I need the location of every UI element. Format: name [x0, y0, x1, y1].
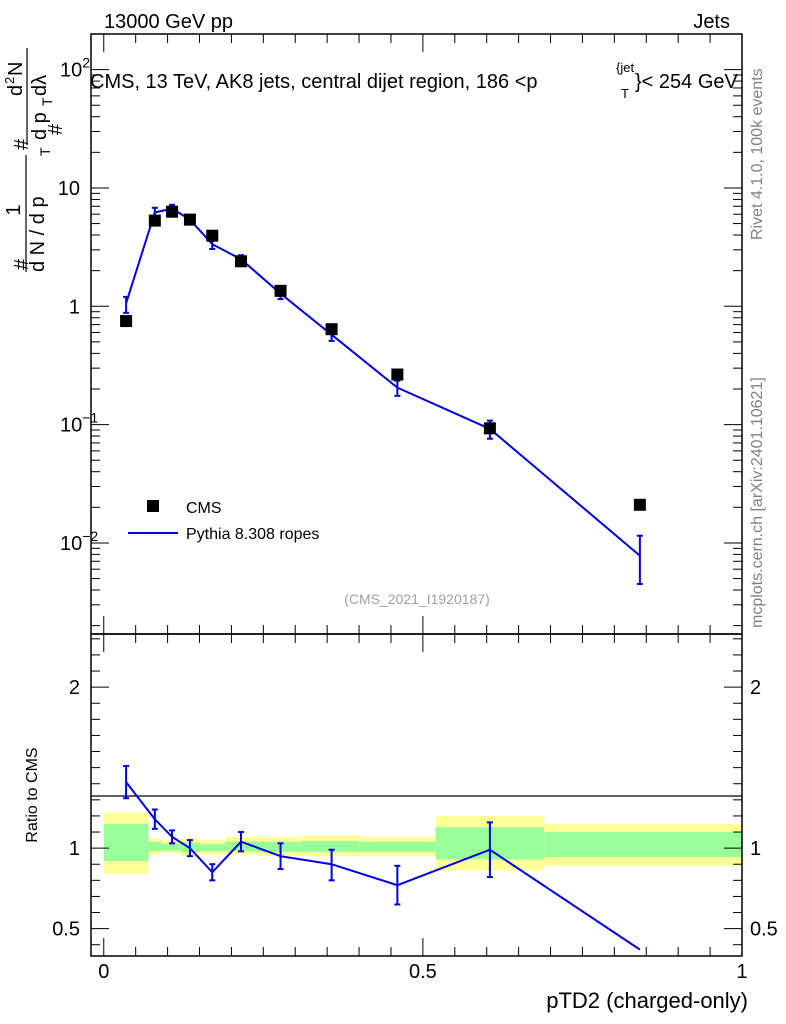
- ylabel-hash-3: #: [45, 123, 67, 135]
- ratio-band-inner: [359, 841, 436, 853]
- ratio-line: [125, 781, 641, 951]
- legend: CMS Pythia 8.308 ropes: [128, 500, 319, 543]
- main-axis-ticks: [91, 33, 743, 634]
- ratio-x-tick-labels: 0 0.5 1: [98, 961, 747, 983]
- main-y-tick-labels: 102 10 1 10−1 10−2: [58, 55, 99, 555]
- cms-data-point: [483, 422, 496, 435]
- ratio-y-axis-label: Ratio to CMS: [24, 747, 41, 842]
- ylabel-outer-num: 1: [3, 204, 25, 215]
- ylabel-outer-den-sub: T: [37, 147, 53, 156]
- ratio-uncertainty-bands: [103, 812, 742, 874]
- ylabel-hash-1: #: [11, 258, 33, 270]
- ylabel-inner-num-sup: 2: [2, 77, 17, 84]
- ratio-y-tick-labels: 2 2 1 1 0.5 0.5: [52, 677, 778, 941]
- ylabel-inner-den-tail: dλ: [29, 75, 51, 96]
- cms-data-point: [234, 255, 247, 268]
- category-label: Jets: [693, 11, 730, 33]
- cms-data-point: [274, 284, 287, 297]
- analysis-watermark: (CMS_2021_I1920187): [344, 591, 490, 607]
- title-main: CMS, 13 TeV, AK8 jets, central dijet reg…: [90, 71, 538, 93]
- title-sub: T: [621, 86, 629, 101]
- ratio-band-inner: [256, 841, 302, 853]
- main-y-tick-label: 102: [60, 55, 90, 82]
- cms-data-point: [633, 498, 646, 511]
- cms-data-point: [206, 229, 219, 242]
- ratio-data-layer: [123, 765, 641, 951]
- legend-cms-label: CMS: [186, 500, 222, 517]
- ratio-y-tick-label-right: 1: [750, 838, 761, 860]
- chart-title: CMS, 13 TeV, AK8 jets, central dijet reg…: [90, 60, 739, 101]
- mcplots-label: mcplots.cern.ch [arXiv:2401.10621]: [749, 377, 766, 628]
- ratio-band-inner: [161, 843, 181, 851]
- ylabel-inner-den-sub: T: [39, 97, 55, 106]
- main-y-tick-label: 1: [69, 296, 80, 318]
- ylabel-outer-den: d N / d p: [27, 196, 49, 272]
- x-axis-label: pTD2 (charged-only): [546, 988, 748, 1013]
- legend-cms-marker: [147, 500, 159, 512]
- main-data-layer: [120, 203, 646, 585]
- title-tail: }< 254 GeV: [635, 71, 739, 93]
- ratio-band-inner: [199, 844, 226, 852]
- energy-label: 13000 GeV pp: [104, 11, 233, 33]
- ylabel-inner-num: d: [5, 85, 27, 96]
- x-tick-label: 0: [98, 961, 109, 983]
- ratio-band-inner: [148, 841, 162, 852]
- cms-data-point: [148, 214, 161, 227]
- main-y-tick-label-exponent: −2: [82, 528, 98, 544]
- cms-data-point: [391, 368, 404, 381]
- main-y-tick-label: 10: [58, 178, 80, 200]
- cms-data-point: [120, 315, 133, 328]
- main-y-tick-label-exponent: 2: [82, 55, 90, 71]
- cms-data-point: [166, 205, 179, 218]
- ratio-y-tick-label-right: 2: [750, 677, 761, 699]
- ratio-y-tick-label-right: 0.5: [750, 919, 778, 941]
- main-y-tick-label: 10−1: [60, 410, 98, 437]
- cms-data-point: [183, 213, 196, 226]
- ratio-band-inner: [544, 832, 742, 857]
- ratio-axis-ticks: [91, 634, 743, 956]
- ratio-y-tick-label-left: 0.5: [52, 919, 80, 941]
- rivet-label: Rivet 4.1.0, 100k events: [749, 68, 766, 240]
- main-y-tick-label: 10−2: [60, 528, 98, 555]
- main-y-axis-label: # 1 d N / d p T # d 2 N # d p T dλ: [2, 48, 67, 272]
- x-tick-label: 0.5: [409, 961, 437, 983]
- ratio-panel-frame: [90, 633, 743, 957]
- x-tick-label: 1: [736, 961, 747, 983]
- main-y-tick-label-exponent: −1: [82, 410, 98, 426]
- ratio-y-tick-label-left: 2: [69, 677, 80, 699]
- cms-data-point: [325, 323, 338, 336]
- legend-pythia-label: Pythia 8.308 ropes: [186, 526, 319, 543]
- ratio-band-inner: [301, 840, 360, 853]
- ylabel-inner-den: d p: [29, 112, 51, 140]
- ylabel-inner-num-tail: N: [5, 62, 27, 76]
- ratio-band-inner: [103, 823, 149, 862]
- main-panel-frame: [90, 33, 743, 635]
- ratio-y-tick-label-left: 1: [69, 838, 80, 860]
- title-sup: {jet: [616, 60, 634, 75]
